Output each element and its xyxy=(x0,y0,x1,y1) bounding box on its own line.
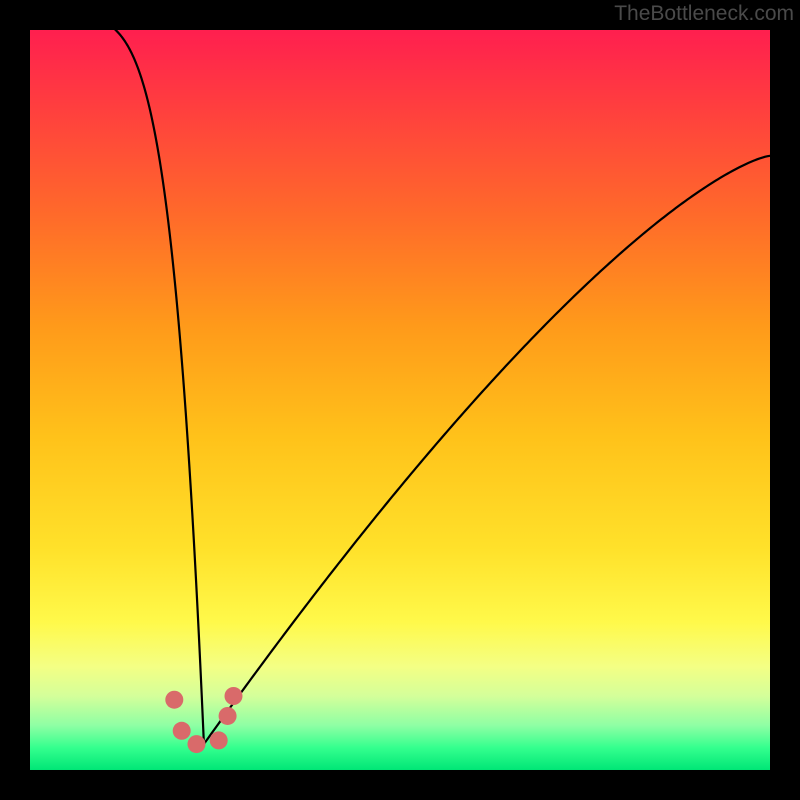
marker-point xyxy=(173,722,191,740)
chart-container: TheBottleneck.com xyxy=(0,0,800,800)
marker-point xyxy=(225,687,243,705)
marker-point xyxy=(210,731,228,749)
marker-point xyxy=(165,691,183,709)
plot-background xyxy=(30,30,770,770)
watermark-text: TheBottleneck.com xyxy=(606,0,800,28)
marker-point xyxy=(219,707,237,725)
marker-point xyxy=(188,735,206,753)
chart-svg xyxy=(0,0,800,800)
